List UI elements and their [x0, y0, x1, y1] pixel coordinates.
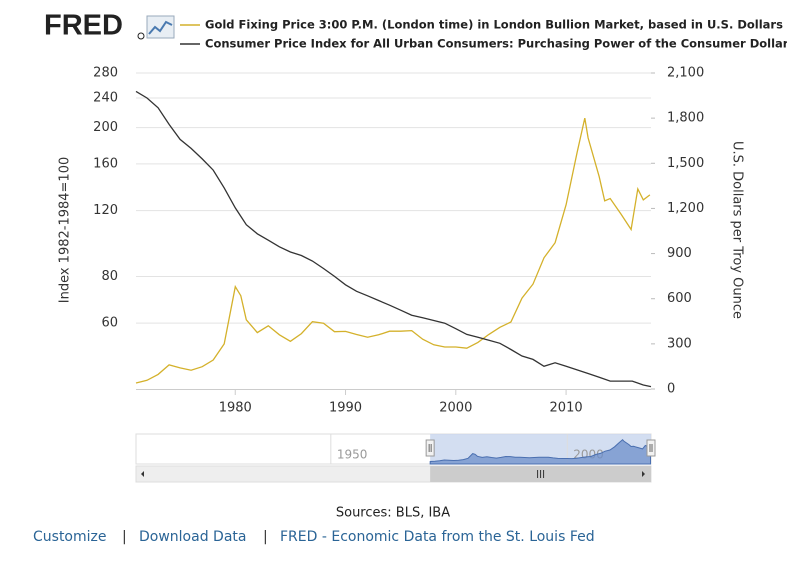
link[interactable]: Download Data — [139, 529, 246, 545]
y2-tick-label: 1,800 — [667, 111, 704, 126]
x-tick-label: 1990 — [329, 401, 362, 416]
link[interactable]: FRED - Economic Data from the St. Louis … — [280, 529, 595, 545]
navigator-handle[interactable] — [646, 439, 656, 457]
y2-tick-label: 900 — [667, 246, 692, 261]
separator: | — [263, 529, 268, 545]
navigator-handle[interactable] — [425, 439, 435, 457]
y-tick-label: 120 — [93, 203, 118, 218]
y-tick-label: 200 — [93, 120, 118, 135]
legend-label[interactable]: Consumer Price Index for All Urban Consu… — [205, 37, 787, 51]
y2-tick-label: 2,100 — [667, 66, 704, 81]
source: Sources: BLS, IBA — [336, 506, 450, 521]
scroll-right[interactable] — [642, 471, 645, 477]
logo: FRED — [44, 10, 123, 42]
scroll-left[interactable] — [141, 471, 144, 477]
navigator-area — [429, 439, 652, 465]
y2-tick-label: 600 — [667, 291, 692, 306]
y2-axis-title: U.S. Dollars per Troy Ounce — [730, 141, 745, 319]
x-tick-label: 1980 — [219, 401, 252, 416]
series-line — [135, 117, 651, 384]
navigator-tick-label: 1950 — [337, 448, 368, 462]
y-axis-title: Index 1982-1984=100 — [58, 157, 73, 304]
logo-mark — [137, 32, 145, 40]
y-tick-label: 240 — [93, 91, 118, 106]
y-tick-label: 160 — [93, 156, 118, 171]
link[interactable]: Customize — [33, 529, 107, 545]
x-tick-label: 2010 — [550, 401, 583, 416]
legend-label[interactable]: Gold Fixing Price 3:00 P.M. (London time… — [205, 18, 787, 32]
logo-icon-line — [148, 20, 173, 35]
separator: | — [122, 529, 127, 545]
x-tick-label: 2000 — [439, 401, 472, 416]
y-tick-label: 80 — [101, 269, 118, 284]
y2-tick-label: 1,200 — [667, 201, 704, 216]
y2-tick-label: 300 — [667, 336, 692, 351]
series-line — [135, 90, 652, 388]
y-tick-label: 60 — [101, 316, 118, 331]
logo-icon — [146, 15, 175, 39]
y-tick-label: 280 — [93, 66, 118, 81]
y2-tick-label: 0 — [667, 382, 675, 397]
y2-tick-label: 1,500 — [667, 156, 704, 171]
